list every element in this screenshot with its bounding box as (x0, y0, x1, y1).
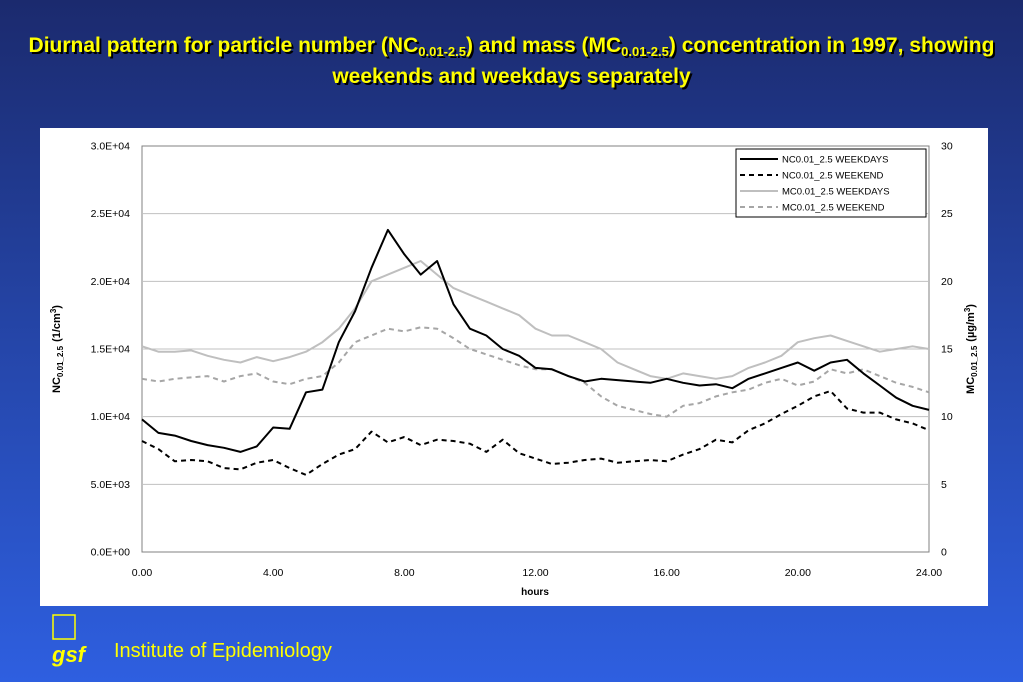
gsf-logo-text: gsf (52, 642, 88, 667)
title-part3: ) concentration in 1997, showing weekend… (332, 34, 995, 88)
title-sub2: 0.01-2.5 (621, 44, 669, 59)
y-right-tick-label: 10 (941, 411, 953, 423)
legend-label-nc-weekend: NC0.01_2.5 WEEKEND (782, 171, 884, 182)
diurnal-chart: 0.0E+00 5.0E+03 1.0E+04 1.5E+04 2.0E+04 2.5E+… (49, 141, 979, 599)
legend-label-mc-weekend: MC0.01_2.5 WEEKEND (782, 203, 885, 214)
y-right-tick-label: 0 (941, 547, 947, 559)
title-part1: Diurnal pattern for particle number (NC (28, 34, 419, 57)
x-tick-labels: 0.00 4.00 8.00 12.00 16.00 20.00 24.00 (132, 567, 943, 579)
x-axis-label: hours (521, 587, 549, 598)
x-tick-label: 20.00 (785, 567, 811, 579)
y-right-tick-label: 5 (941, 479, 947, 491)
y-right-tick-label: 25 (941, 208, 953, 220)
legend-box (735, 148, 927, 218)
y-left-tick-label: 1.5E+04 (91, 344, 131, 356)
y-left-tick-label: 2.0E+04 (91, 276, 131, 288)
series-line-nc0-01-2-5-weekdays (141, 228, 930, 453)
y-left-tick-label: 1.0E+04 (91, 411, 131, 423)
y-right-axis-label: MC0.01_2.5(µg/m3) (963, 304, 979, 394)
institute-name: Institute of Epidemiology (114, 640, 332, 662)
y-right-tick-label: 30 (941, 141, 953, 153)
y-left-tick-label: 2.5E+04 (91, 208, 131, 220)
x-tick-label: 16.00 (654, 567, 680, 579)
gsf-logo: gsf (52, 614, 88, 667)
y-left-tick-label: 0.0E+00 (91, 547, 131, 559)
y-left-tick-labels: 0.0E+00 5.0E+03 1.0E+04 1.5E+04 2.0E+04 2.5E+… (91, 141, 131, 559)
y-right-tick-label: 20 (941, 276, 953, 288)
x-tick-label: 8.00 (394, 567, 415, 579)
series-line-mc0-01-2-5-weekdays (141, 260, 930, 380)
chart-panel: 0.0E+00 5.0E+03 1.0E+04 1.5E+04 2.0E+04 2.5E+… (40, 128, 988, 606)
x-tick-label: 0.00 (132, 567, 153, 579)
y-right-tick-labels: 0 5 10 15 20 25 30 (941, 141, 953, 559)
x-tick-label: 4.00 (263, 567, 284, 579)
y-right-tick-label: 15 (941, 344, 953, 356)
title-part2: ) and mass (MC (465, 34, 622, 57)
y-left-tick-label: 5.0E+03 (91, 479, 131, 491)
x-tick-label: 12.00 (522, 567, 548, 579)
title-sub1: 0.01-2.5 (418, 44, 466, 59)
x-tick-label: 24.00 (916, 567, 942, 579)
legend: NC0.01_2.5 WEEKDAYS NC0.01_2.5 WEEKEND M… (735, 148, 927, 218)
slide-title: Diurnal pattern for particle number (NC0… (20, 30, 1003, 92)
legend-label-mc-weekdays: MC0.01_2.5 WEEKDAYS (782, 187, 890, 198)
y-left-axis-label: NC0.01_2.5(1/cm3) (49, 305, 65, 393)
series-line-mc0-01-2-5-weekend (141, 326, 930, 418)
legend-label-nc-weekdays: NC0.01_2.5 WEEKDAYS (782, 155, 888, 166)
series-lines (141, 228, 930, 476)
y-left-tick-label: 3.0E+04 (91, 141, 131, 153)
